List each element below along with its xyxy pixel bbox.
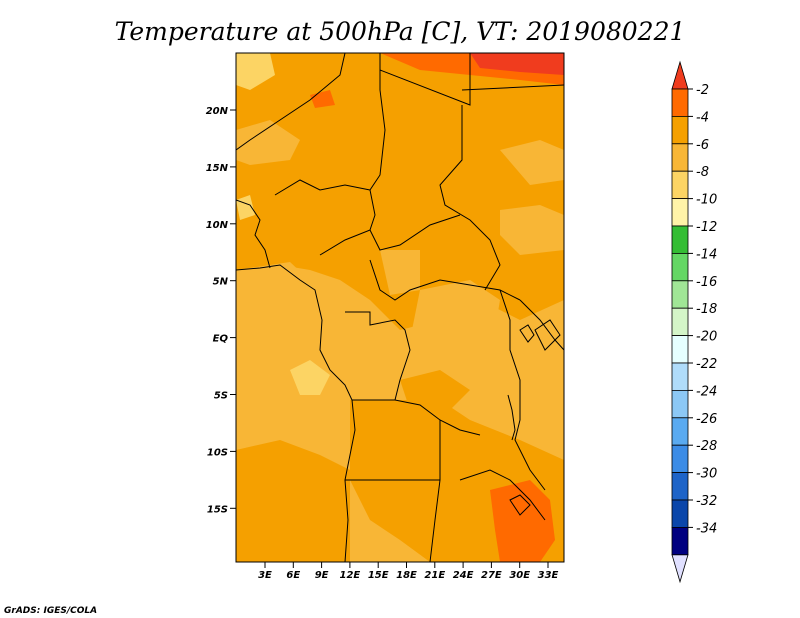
latitude-axis: 20N 15N 10N 5N EQ 5S 10S 15S — [206, 106, 236, 515]
lon-tick-label: 21E — [424, 570, 445, 581]
colorbar-label: -8 — [696, 165, 709, 180]
field-patch-congo — [410, 280, 500, 370]
field-patch-ne — [500, 140, 564, 185]
lat-tick-label: 10N — [206, 220, 229, 231]
colorbar-label: -32 — [696, 494, 717, 509]
colorbar-swatch — [671, 527, 689, 556]
longitude-axis: 3E 6E 9E 12E 15E 18E 21E 24E 27E 30E 33E — [258, 562, 559, 581]
lon-tick-label: 18E — [396, 570, 417, 581]
country-borders — [236, 53, 564, 562]
colorbar-label: -16 — [696, 275, 717, 290]
colorbar-label: -22 — [696, 357, 717, 372]
colorbar-label: -2 — [696, 83, 709, 98]
colorbar-label: -10 — [696, 193, 717, 208]
lat-tick-label: 5N — [213, 277, 229, 288]
field-patch-east — [500, 205, 564, 255]
colorbar-label: -6 — [696, 138, 709, 153]
colorbar-swatch — [671, 307, 689, 337]
colorbar-swatch — [671, 389, 689, 419]
lon-tick-label: 33E — [538, 570, 559, 581]
field-cold-atlantic — [290, 360, 330, 395]
colorbar-swatch — [671, 472, 689, 501]
field-region-north — [236, 53, 564, 330]
colorbar-label: -30 — [696, 467, 717, 482]
map-panel — [236, 53, 564, 562]
colorbar-swatch — [671, 225, 689, 254]
lon-tick-label: 27E — [481, 570, 502, 581]
lat-tick-label: EQ — [213, 334, 229, 345]
colorbar-label: -26 — [696, 412, 717, 427]
colorbar-label: -4 — [696, 110, 709, 125]
lat-tick-label: 15S — [207, 504, 228, 515]
colorbar: -2 -4 -6 -8 -10 -12 -14 -16 -18 -20 -22 -24 -26 -28 -3… — [671, 60, 717, 584]
colorbar-swatch — [671, 170, 689, 199]
colorbar-swatch — [671, 116, 689, 145]
colorbar-swatch — [671, 252, 689, 282]
lon-tick-label: 6E — [286, 570, 300, 581]
colorbar-label: -24 — [696, 384, 717, 399]
field-region-central — [400, 370, 470, 410]
colorbar-label: -12 — [696, 220, 717, 235]
colorbar-label: -14 — [696, 247, 717, 262]
map-title: Temperature at 500hPa [C], VT: 201908022… — [115, 17, 686, 46]
colorbar-swatch — [671, 143, 689, 172]
field-patch-car — [380, 250, 420, 295]
field-hot-north — [470, 53, 564, 75]
field-region-southwest — [236, 440, 350, 562]
field-cold-nw — [236, 53, 275, 90]
lon-tick-label: 9E — [315, 570, 329, 581]
colorbar-label: -28 — [696, 439, 717, 454]
field-patch-nw — [236, 120, 300, 165]
lon-tick-label: 24E — [453, 570, 474, 581]
colorbar-label: -18 — [696, 302, 717, 317]
colorbar-swatch — [671, 417, 689, 446]
colorbar-swatch — [671, 280, 689, 309]
lon-tick-label: 3E — [258, 570, 272, 581]
lat-tick-label: 15N — [206, 163, 229, 174]
field-warm-south — [490, 480, 555, 562]
grads-credit: GrADS: IGES/COLA — [4, 606, 97, 616]
colorbar-swatch — [671, 444, 689, 474]
lon-tick-label: 15E — [368, 570, 389, 581]
lon-tick-label: 30E — [509, 570, 530, 581]
colorbar-swatch — [671, 88, 689, 117]
colorbar-swatch — [671, 362, 689, 391]
colorbar-swatch — [671, 335, 689, 364]
colorbar-swatch — [671, 499, 689, 528]
colorbar-bottom-triangle — [671, 554, 689, 584]
lat-tick-label: 5S — [214, 391, 228, 402]
lat-tick-label: 10S — [207, 447, 228, 458]
colorbar-label: -20 — [696, 330, 717, 345]
colorbar-swatch — [671, 198, 689, 227]
lon-tick-label: 12E — [340, 570, 361, 581]
colorbar-top-triangle — [671, 60, 689, 90]
map-frame — [235, 52, 565, 563]
lakes — [507, 319, 561, 516]
colorbar-label: -34 — [696, 521, 717, 536]
lat-tick-label: 20N — [206, 106, 229, 117]
